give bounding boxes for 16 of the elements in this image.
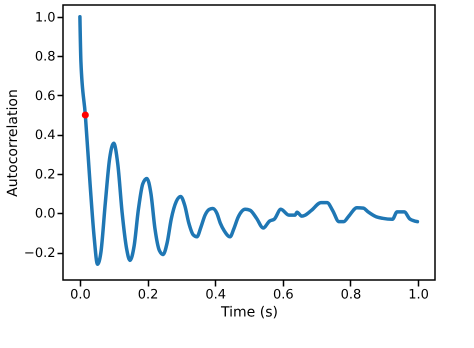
y-tick-label: 0.2 [34,167,56,182]
x-tick-label: 0.6 [272,288,294,302]
x-tick-label: 0.0 [70,288,91,302]
x-tick-label: 0.8 [340,288,362,302]
line-series [78,15,420,266]
y-tick-label: 0.6 [34,88,56,104]
x-tick-label: 0.2 [138,288,158,302]
y-axis-title: Autocorrelation [4,89,21,197]
y-tick-label: 1.0 [34,10,56,26]
x-tick-label: 1.0 [408,288,429,302]
x-tick-label: 0.4 [205,288,226,302]
y-tick-label: 0.8 [34,50,56,65]
x-axis-title: Time (s) [220,304,278,320]
y-tick-label: −0.2 [24,246,56,261]
y-tick-label: 0.0 [34,206,56,222]
y-tick-label: 0.4 [34,128,56,144]
